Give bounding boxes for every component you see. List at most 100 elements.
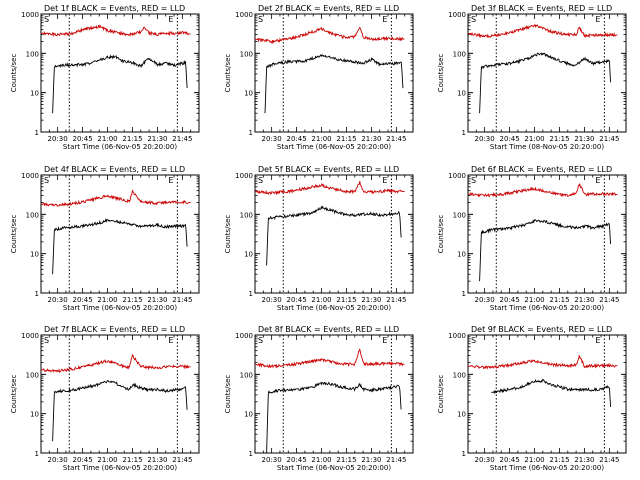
marker-label: E [595, 176, 600, 185]
x-tick-label: 21:15 [549, 456, 569, 464]
marker-label: S [471, 15, 476, 24]
chart-panel-4: Det 4f BLACK = Events, RED = LLD 1 10 100 10… [10, 165, 200, 312]
x-tick-label: 20:30 [262, 296, 282, 304]
chart-title: Det 9f BLACK = Events, RED = LLD [471, 325, 612, 334]
x-tick-label: 21:45 [172, 296, 192, 304]
x-tick-label: 21:45 [599, 456, 619, 464]
y-tick-label: 10 [244, 411, 253, 419]
y-tick-label: 1 [462, 290, 466, 298]
x-tick-label: 20:45 [72, 456, 92, 464]
x-tick-label: 21:45 [172, 456, 192, 464]
x-tick-label: 21:00 [311, 296, 331, 304]
x-tick-label: 21:45 [386, 296, 406, 304]
marker-label: E [168, 15, 173, 24]
y-tick-label: 10 [30, 411, 39, 419]
y-axis-label: Counts/sec [437, 215, 445, 254]
x-tick-label: 20:45 [499, 135, 519, 143]
x-tick-label: 21:00 [97, 135, 117, 143]
y-axis-label: Counts/sec [224, 215, 232, 254]
x-tick-label: 20:30 [475, 135, 495, 143]
y-axis-label: Counts/sec [10, 215, 18, 254]
y-tick-label: 1 [35, 450, 39, 458]
chart-panel-8: Det 8f BLACK = Events, RED = LLD 1 10 100 10… [224, 325, 414, 472]
y-tick-label: 10 [457, 90, 466, 98]
x-tick-label: 21:15 [122, 135, 142, 143]
x-tick-label: 20:45 [72, 296, 92, 304]
x-axis-label: Start Time (06-Nov-05 20:20:00) [277, 143, 391, 151]
y-tick-label: 10 [30, 251, 39, 259]
x-tick-label: 20:30 [48, 296, 68, 304]
x-tick-label: 21:00 [311, 135, 331, 143]
series-line-events [264, 53, 404, 114]
plot-frame [254, 174, 414, 294]
series-line-lld [40, 24, 191, 37]
x-tick-label: 21:30 [361, 135, 381, 143]
marker-label: E [595, 15, 600, 24]
x-tick-label: 21:15 [549, 135, 569, 143]
x-axis-label: Start Time (06-Nov-05 20:20:00) [277, 304, 391, 312]
y-axis-label: Counts/sec [224, 54, 232, 93]
y-tick-label: 1000 [21, 11, 39, 19]
marker-label: S [258, 15, 263, 24]
marker-label: S [44, 336, 49, 345]
y-tick-label: 100 [26, 50, 39, 58]
y-tick-label: 1 [35, 129, 39, 137]
x-tick-label: 21:30 [147, 135, 167, 143]
chart-panel-6: Det 6f BLACK = Events, RED = LLD 1 10 100 10… [437, 165, 627, 312]
y-tick-label: 10 [30, 90, 39, 98]
x-tick-label: 21:15 [336, 296, 356, 304]
x-tick-label: 21:15 [122, 296, 142, 304]
x-tick-label: 21:45 [599, 135, 619, 143]
y-tick-label: 1000 [448, 172, 466, 180]
series-line-events [52, 218, 188, 275]
x-axis-label: Start Time (06-Nov-05 20:20:00) [277, 464, 391, 472]
chart-title: Det 5f BLACK = Events, RED = LLD [258, 165, 399, 174]
x-tick-label: 20:45 [286, 296, 306, 304]
chart-title: Det 8f BLACK = Events, RED = LLD [258, 325, 399, 334]
x-tick-label: 21:00 [97, 456, 117, 464]
x-tick-label: 21:30 [574, 456, 594, 464]
marker-label: S [258, 176, 263, 185]
marker-label: E [382, 176, 387, 185]
y-tick-label: 10 [457, 411, 466, 419]
x-tick-label: 20:30 [48, 135, 68, 143]
marker-label: E [382, 15, 387, 24]
marker-label: E [595, 336, 600, 345]
chart-title: Det 1f BLACK = Events, RED = LLD [44, 4, 185, 13]
y-axis-label: Counts/sec [437, 54, 445, 93]
y-tick-label: 1 [249, 290, 253, 298]
x-tick-label: 21:15 [122, 456, 142, 464]
x-tick-label: 20:45 [286, 135, 306, 143]
plot-frame [254, 13, 414, 133]
series-line-events [479, 219, 612, 282]
y-tick-label: 10 [244, 90, 253, 98]
plot-frame [467, 13, 627, 133]
y-tick-label: 1000 [21, 332, 39, 340]
x-tick-label: 20:30 [262, 135, 282, 143]
x-tick-label: 20:45 [499, 456, 519, 464]
y-tick-label: 1 [462, 450, 466, 458]
x-tick-label: 21:00 [97, 296, 117, 304]
y-tick-label: 100 [240, 50, 253, 58]
series-line-lld [467, 23, 618, 39]
x-tick-label: 21:00 [311, 456, 331, 464]
x-axis-label: Start Time (06-Nov-05 20:20:00) [63, 143, 177, 151]
x-tick-label: 21:30 [147, 296, 167, 304]
marker-label: S [44, 15, 49, 24]
x-tick-label: 21:30 [361, 296, 381, 304]
plot-frame [467, 174, 627, 294]
marker-label: E [168, 336, 173, 345]
chart-title: Det 4f BLACK = Events, RED = LLD [44, 165, 185, 174]
chart-panel-2: Det 2f BLACK = Events, RED = LLD 1 10 100 10… [224, 4, 414, 151]
x-axis-label: Start Time (06-Nov-05 20:20:00) [63, 304, 177, 312]
y-tick-label: 100 [26, 371, 39, 379]
marker-label: S [44, 176, 49, 185]
series-line-events [479, 52, 612, 114]
y-tick-label: 1000 [448, 11, 466, 19]
x-tick-label: 20:45 [72, 135, 92, 143]
x-axis-label: Start Time (08-Nov-05 20:20:00) [490, 143, 604, 151]
marker-label: S [258, 336, 263, 345]
y-tick-label: 1 [249, 450, 253, 458]
x-tick-label: 20:30 [475, 456, 495, 464]
chart-panel-3: Det 3f BLACK = Events, RED = LLD 1 10 100 10… [437, 4, 627, 151]
